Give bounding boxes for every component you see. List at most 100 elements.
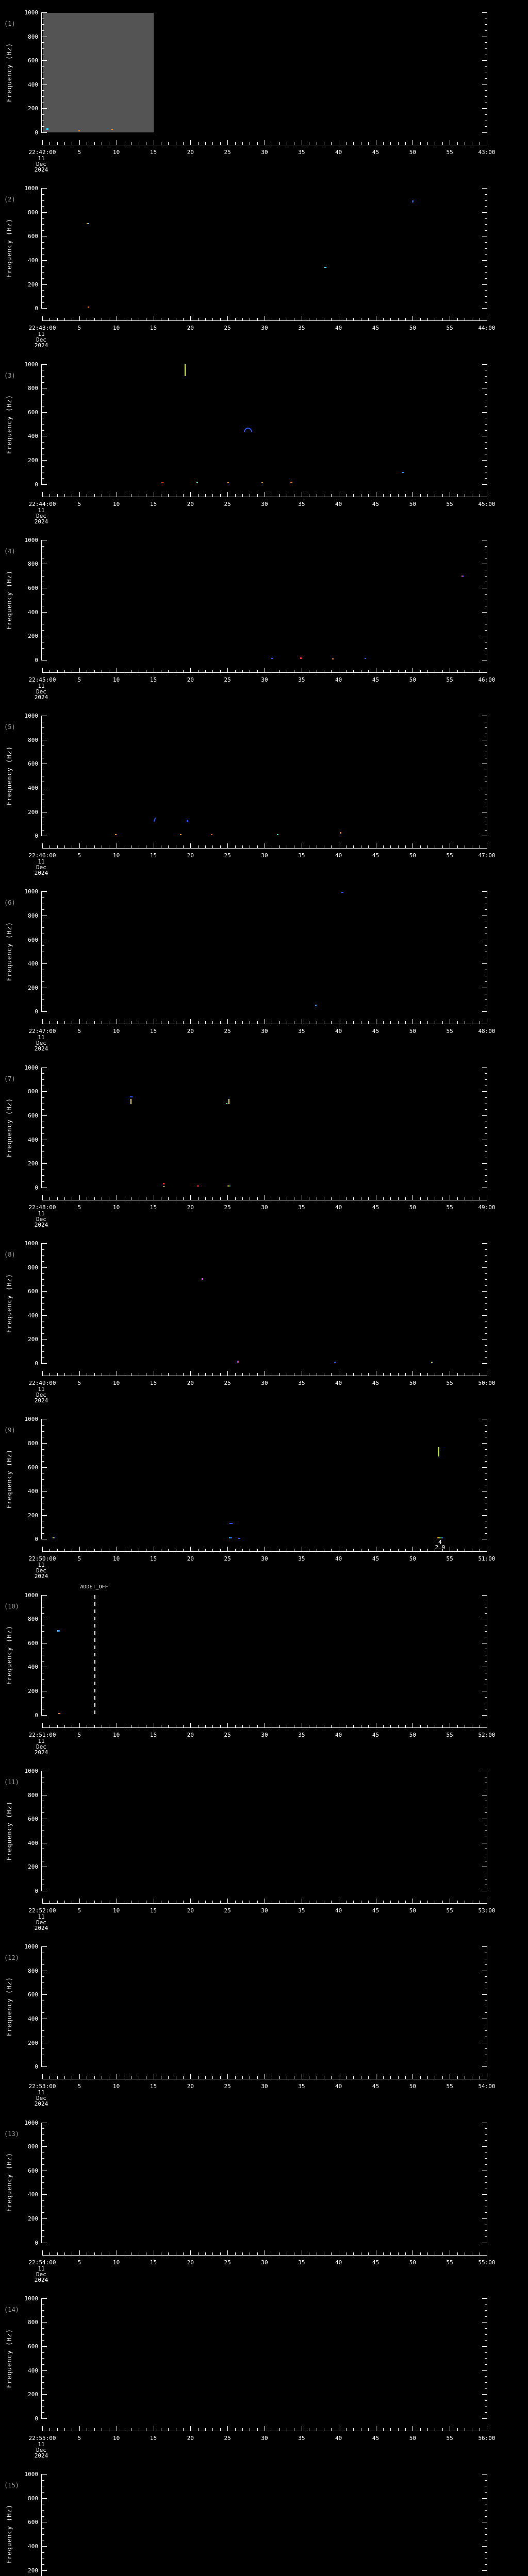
y-tick-right xyxy=(482,1067,487,1068)
y-tick-label: 200 xyxy=(28,633,38,640)
x-tick xyxy=(235,2252,236,2255)
x-tick xyxy=(420,1197,421,1200)
y-tick-left xyxy=(42,2570,47,2571)
y-tick-label: 400 xyxy=(28,960,38,968)
x-tick-label: 55 xyxy=(446,676,453,683)
y-tick-left xyxy=(42,630,44,631)
x-tick xyxy=(405,1724,406,1727)
x-tick xyxy=(190,492,191,497)
x-tick xyxy=(383,2076,384,2079)
x-tick-label: 35 xyxy=(298,1028,305,1035)
date-line: 2024 xyxy=(34,2100,48,2108)
y-tick-left xyxy=(42,206,44,207)
y-axis-title: Frequency (Hz) xyxy=(5,188,13,308)
x-tick-label: 35 xyxy=(298,1380,305,1387)
x-tick xyxy=(442,669,443,672)
x-tick-label: 35 xyxy=(298,1555,305,1563)
x-tick xyxy=(457,1197,458,1200)
y-tick-label: 0 xyxy=(35,1536,38,1543)
y-tick-left xyxy=(42,909,44,910)
x-tick-label: 35 xyxy=(298,2083,305,2090)
x-tick xyxy=(64,1549,65,1552)
y-tick-right xyxy=(485,1303,487,1304)
y-tick-right xyxy=(485,927,487,928)
y-tick-left xyxy=(42,90,44,91)
panel-number-label: (12) xyxy=(4,1954,19,1962)
y-tick-left xyxy=(42,2498,47,2499)
x-tick xyxy=(235,1373,236,1376)
y-tick-right xyxy=(485,1527,487,1528)
y-tick-label: 0 xyxy=(35,656,38,664)
x-tick-label: 25 xyxy=(224,1731,231,1738)
date-line: 11 xyxy=(38,155,45,162)
x-tick-label: 10 xyxy=(113,2259,120,2266)
y-tick-right xyxy=(482,12,487,13)
y-tick-right xyxy=(482,2346,487,2347)
y-tick-label: 200 xyxy=(28,2567,38,2574)
y-tick-label: 800 xyxy=(28,561,38,568)
y-axis-title-text: Frequency (Hz) xyxy=(6,2504,13,2564)
x-tick xyxy=(405,1021,406,1024)
y-tick-right xyxy=(485,1145,487,1146)
detection-dot xyxy=(229,1523,233,1524)
x-tick xyxy=(390,669,391,672)
x-tick xyxy=(279,1549,280,1552)
date-line: 11 xyxy=(38,858,45,866)
date-line: 2024 xyxy=(34,1397,48,1404)
x-tick-label: 30 xyxy=(261,676,268,683)
x-tick xyxy=(42,316,43,321)
y-tick-right xyxy=(485,1982,487,1984)
x-tick xyxy=(442,1549,443,1552)
y-tick-right xyxy=(485,2030,487,2031)
y-tick-label: 600 xyxy=(28,936,38,943)
y-tick-left xyxy=(42,254,44,255)
x-tick xyxy=(197,2252,199,2255)
x-tick xyxy=(220,2076,221,2079)
y-tick-right xyxy=(485,999,487,1001)
y-tick-right xyxy=(485,206,487,207)
y-tick-label: 200 xyxy=(28,1863,38,1871)
x-tick xyxy=(242,2428,243,2431)
x-tick xyxy=(235,845,236,849)
y-tick-left xyxy=(42,2510,44,2511)
detection-annotation: 4 xyxy=(438,1539,442,1546)
x-tick-label: 10 xyxy=(113,1380,120,1387)
y-tick-label: 800 xyxy=(28,385,38,392)
x-tick-label: 50 xyxy=(409,1555,416,1563)
y-tick-left xyxy=(42,1291,47,1292)
x-tick xyxy=(242,2076,243,2079)
y-tick-left xyxy=(42,1261,44,1262)
y-tick-label: 800 xyxy=(28,1791,38,1799)
date-line: Dec xyxy=(36,336,46,344)
y-tick-left xyxy=(42,478,44,479)
x-tick xyxy=(442,1021,443,1024)
x-tick xyxy=(405,845,406,849)
x-tick xyxy=(79,492,80,497)
x-tick xyxy=(353,2076,354,2079)
x-tick xyxy=(212,669,213,672)
y-tick-left xyxy=(42,376,44,377)
x-tick-label: 35 xyxy=(298,1204,305,1211)
x-tick-label: 10 xyxy=(113,500,120,507)
y-tick-right xyxy=(485,1357,487,1358)
x-tick xyxy=(79,843,80,849)
detection-dot xyxy=(46,128,49,130)
x-tick xyxy=(457,845,458,849)
x-tick xyxy=(168,2076,169,2079)
x-tick xyxy=(368,318,369,321)
panel-number-label: (15) xyxy=(4,2482,19,2489)
y-tick-right xyxy=(482,891,487,892)
x-tick xyxy=(412,2426,414,2431)
x-tick xyxy=(212,318,213,321)
y-tick-label: 1000 xyxy=(24,713,39,720)
panel-number-label: (9) xyxy=(4,1427,15,1434)
x-tick xyxy=(197,2428,199,2431)
y-tick-right xyxy=(485,2048,487,2049)
y-tick-label: 0 xyxy=(35,2063,38,2071)
y-tick-left xyxy=(42,284,47,285)
x-tick xyxy=(190,1371,191,1376)
y-tick-label: 600 xyxy=(28,1464,38,1471)
date-line: 11 xyxy=(38,682,45,689)
x-tick xyxy=(212,2076,213,2079)
